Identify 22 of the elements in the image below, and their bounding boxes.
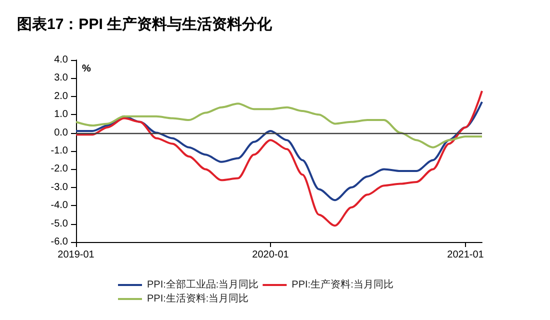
y-tick-label: 0.0 xyxy=(54,127,68,138)
y-tick-label: -4.0 xyxy=(50,200,68,212)
y-tick-label: 2.0 xyxy=(54,90,68,102)
legend-label: PPI:全部工业品:当月同比 xyxy=(147,278,259,290)
y-tick-label: 1.0 xyxy=(54,109,68,120)
y-axis-title: % xyxy=(82,64,91,74)
y-tick-label: -5.0 xyxy=(50,218,68,230)
x-tick-label: 2021-01 xyxy=(447,250,484,260)
y-tick-label: 4.0 xyxy=(54,54,68,66)
y-tick-label: -6.0 xyxy=(50,236,68,248)
line-series xyxy=(75,90,483,227)
x-tick-label: 2020-01 xyxy=(252,250,290,260)
legend-label: PPI:生活资料:当月同比 xyxy=(147,292,249,304)
y-tick-label: -3.0 xyxy=(50,182,68,193)
y-tick-label: -2.0 xyxy=(50,164,68,175)
y-tick-label: -1.0 xyxy=(50,146,68,156)
line-series xyxy=(75,100,483,202)
line-series xyxy=(75,102,483,148)
chart-title: 图表17：PPI 生产资料与生活资料分化 xyxy=(17,16,274,33)
legend-label: PPI:生产资料:当月同比 xyxy=(292,278,394,290)
x-tick-label: 2019-01 xyxy=(58,250,95,260)
y-tick-label: 3.0 xyxy=(54,72,68,84)
